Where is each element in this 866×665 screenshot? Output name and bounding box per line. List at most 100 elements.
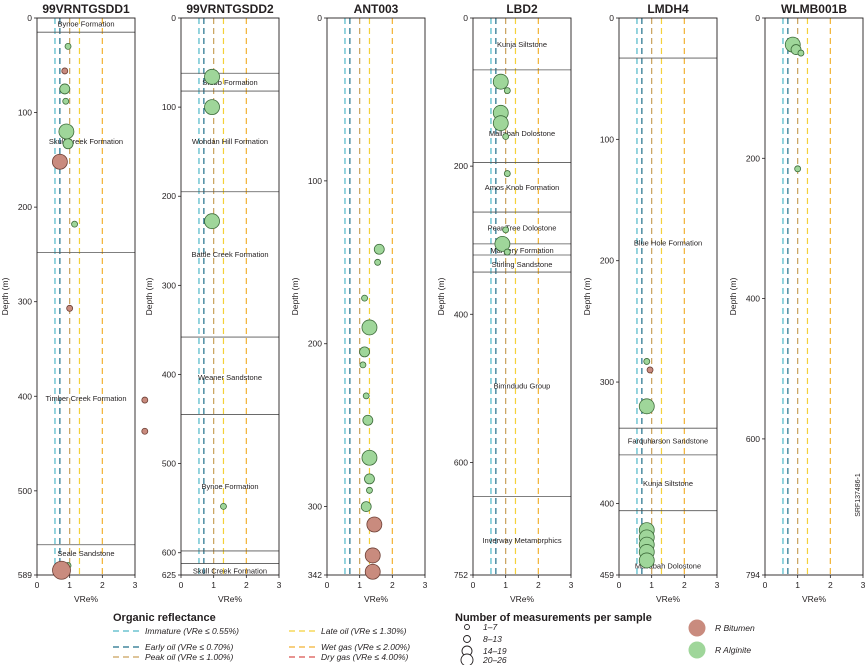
sample-type-swatch [688,641,706,659]
y-axis-label: Depth (m) [436,277,446,315]
reflectance-legend-item: Immature (VRe ≤ 0.55%) [113,626,239,636]
x-axis-label: VRe% [802,594,827,604]
y-tick-label: 0 [463,13,468,23]
bitumen-point [61,67,69,75]
x-tick-label: 2 [682,580,687,590]
well-panel-99vrntgsdd1: 99VRNTGSDD1 Bynoe Formation Skull Creek Fo… [0,2,149,604]
well-panel-lbd2: LBD2 Kunja Siltstone Mallabah Dolostone Amo… [436,2,574,604]
reflectance-legend-title: Organic reflectance [113,612,216,624]
well-title: LBD2 [506,2,538,16]
sample-type-label: R Bitumen [715,623,755,633]
x-axis-label: VRe% [218,594,243,604]
x-tick-label: 0 [325,580,330,590]
y-tick-label: 200 [600,256,614,266]
y-tick-label: 625 [162,570,176,580]
alginite-point [361,319,378,336]
sample-type-legend-item: R Alginite [688,641,751,659]
well-title: LMDH4 [647,2,689,16]
sample-type-legend-item: R Bitumen [688,619,755,637]
x-tick-label: 3 [133,580,138,590]
bitumen-point [51,153,68,170]
y-tick-label: 300 [600,377,614,387]
y-axis-label: Depth (m) [582,277,592,315]
alginite-point [362,392,370,400]
formation-label: Timber Creek Formation [46,394,127,403]
formation-label: Mallabah Dolostone [489,129,555,138]
plot-frame [764,17,864,576]
y-tick-label: 100 [600,134,614,144]
formation-label: Battle Creek Formation [191,250,268,259]
alginite-point [204,99,220,116]
well-panel-99vrntgsdd2: 99VRNTGSDD2 Stubb Formation Wondan Hill Fo… [144,2,282,604]
sample-type-label: R Alginite [715,645,751,655]
alginite-point [58,123,75,140]
y-axis-label: Depth (m) [290,277,300,315]
y-tick-label: 500 [162,459,176,469]
size-legend-circle [460,653,474,665]
x-axis-label: VRe% [656,594,681,604]
y-tick-label: 500 [18,486,32,496]
x-tick-label: 3 [715,580,720,590]
x-tick-label: 3 [569,580,574,590]
x-tick-label: 3 [861,580,866,590]
legend-label: Early oil (VRe ≤ 0.70%) [145,642,233,652]
y-tick-label: 300 [162,280,176,290]
legend-label: Dry gas (VRe ≤ 4.00%) [321,652,409,662]
formation-label: Mallabah Dolostone [635,561,701,570]
legend-label: Immature (VRe ≤ 0.55%) [145,626,239,636]
alginite-point [71,220,78,228]
alginite-point [503,87,511,94]
y-tick-label: 600 [746,434,760,444]
formation-label: Inverway Metamorphics [482,536,561,545]
size-legend-label: 1–7 [483,622,497,632]
alginite-point [366,486,373,494]
y-tick-label: 589 [18,570,32,580]
x-tick-label: 0 [471,580,476,590]
alginite-point [360,501,372,512]
y-tick-label: 100 [162,102,176,112]
y-tick-label: 600 [454,457,468,467]
y-tick-label: 400 [162,369,176,379]
formation-label: Pear Tree Dolostone [488,224,557,233]
size-legend-circle [463,635,471,643]
figure-code: SRF137486-1 [855,473,862,517]
y-axis-label: Depth (m) [728,277,738,315]
x-axis-label: VRe% [510,594,535,604]
x-tick-label: 2 [244,580,249,590]
y-tick-label: 200 [746,153,760,163]
x-tick-label: 0 [35,580,40,590]
y-axis-label: Depth (m) [0,277,10,315]
formation-label: Weaner Sandstone [198,373,262,382]
x-tick-label: 1 [67,580,72,590]
bitumen-point [141,396,149,404]
formation-label: Seale Sandstone [57,549,114,558]
bitumen-point [66,304,74,312]
y-tick-label: 600 [162,548,176,558]
formation-label: Kunja Siltstone [643,479,693,488]
formation-label: Margery Formation [490,246,553,255]
formation-label: Kunja Siltstone [497,40,547,49]
x-tick-label: 1 [357,580,362,590]
formation-label: Bynoe Formation [201,482,258,491]
x-tick-label: 1 [503,580,508,590]
size-legend-label: 8–13 [483,634,502,644]
plot-frame [180,17,280,576]
plot-frame [326,17,426,576]
y-tick-label: 300 [308,502,322,512]
formation-label: Wondan Hill Formation [192,137,268,146]
alginite-point [502,133,510,140]
bitumen-point [141,427,149,435]
formation-label: Skull Creek Formation [193,567,267,576]
x-tick-label: 1 [795,580,800,590]
y-tick-label: 400 [746,294,760,304]
alginite-point [492,115,509,132]
alginite-point [362,414,374,426]
plot-frame [472,17,572,576]
y-tick-label: 0 [27,13,32,23]
y-tick-label: 0 [609,13,614,23]
formation-label: Bynoe Formation [57,20,114,29]
legend-label: Late oil (VRe ≤ 1.30%) [321,626,407,636]
y-tick-label: 752 [454,570,468,580]
y-tick-label: 100 [308,176,322,186]
